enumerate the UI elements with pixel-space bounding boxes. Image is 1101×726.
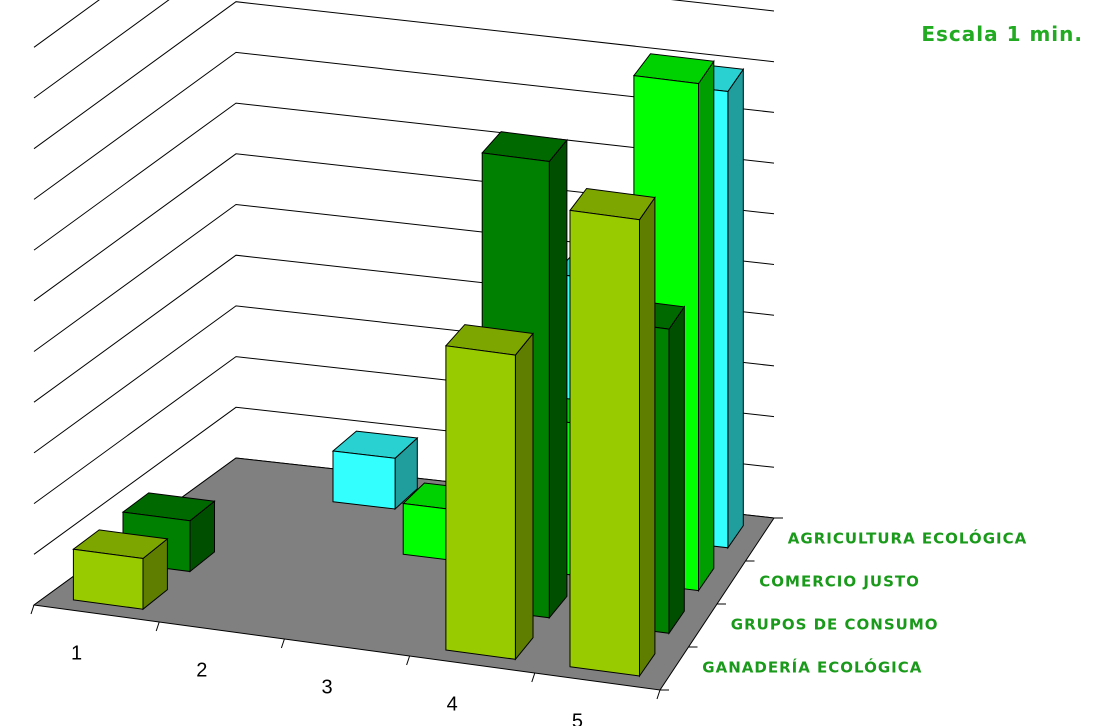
x-tick — [531, 672, 536, 683]
x-tick-label: 5 — [572, 711, 583, 726]
bar-ganader-a-ecol-gica-1 — [72, 529, 169, 611]
gridline — [33, 0, 775, 99]
chart-series-labels: GANADERÍA ECOLÓGICA GRUPOS DE CONSUMO COME… — [660, 517, 1027, 691]
x-tick-label: 2 — [196, 660, 207, 682]
x-tick-label: 1 — [71, 643, 82, 665]
gridline — [33, 1, 775, 150]
bar-ganader-a-ecol-gica-4 — [444, 324, 534, 661]
series-label: GRUPOS DE CONSUMO — [731, 616, 939, 634]
scale-note: Escala 1 min. — [921, 22, 1083, 46]
bar-ganader-a-ecol-gica-5 — [569, 187, 656, 678]
series-label: GANADERÍA ECOLÓGICA — [702, 658, 922, 677]
x-tick-label: 3 — [321, 677, 332, 699]
chart-x-ticks: 1 2 3 4 5 — [30, 604, 661, 726]
x-tick-label: 4 — [447, 694, 458, 716]
gridline — [33, 51, 775, 200]
series-label: COMERCIO JUSTO — [759, 573, 920, 591]
chart-walls — [33, 0, 775, 606]
gridline — [33, 0, 100, 48]
x-tick — [280, 638, 285, 649]
chart-bars — [72, 53, 745, 678]
gridline — [33, 102, 775, 251]
x-tick — [30, 604, 35, 615]
series-label: AGRICULTURA ECOLÓGICA — [788, 529, 1027, 548]
bar-agricultura-ecol-gica-2 — [331, 430, 419, 511]
x-tick — [406, 655, 411, 666]
x-tick — [155, 621, 160, 632]
x-tick — [656, 689, 661, 700]
